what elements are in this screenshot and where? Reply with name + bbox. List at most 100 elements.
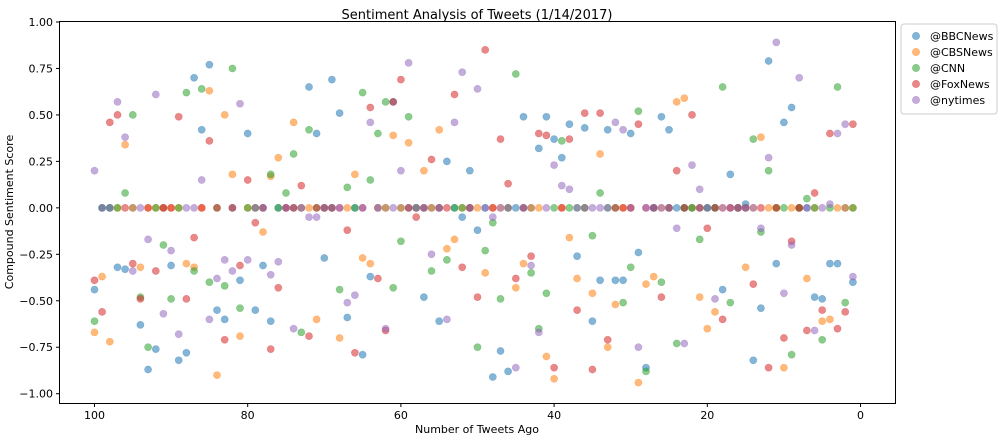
- data-point: [151, 203, 160, 212]
- data-point: [481, 203, 490, 212]
- data-point: [373, 274, 382, 283]
- data-point: [818, 317, 827, 326]
- data-point: [542, 352, 551, 361]
- data-point: [849, 120, 857, 129]
- data-point: [488, 203, 497, 212]
- data-point: [603, 343, 612, 352]
- data-point: [473, 203, 482, 212]
- data-point: [833, 129, 842, 138]
- data-point: [213, 274, 221, 283]
- data-point: [205, 315, 214, 324]
- data-point: [197, 125, 206, 134]
- data-point: [389, 98, 398, 106]
- data-point: [826, 129, 834, 138]
- x-tick-label: 20: [700, 409, 714, 422]
- data-point: [220, 315, 229, 324]
- data-point: [343, 298, 352, 307]
- data-point: [282, 203, 290, 212]
- data-point: [105, 203, 114, 212]
- data-point: [626, 263, 635, 272]
- x-tick-label: 60: [394, 409, 408, 422]
- data-point: [350, 203, 359, 212]
- data-point: [534, 144, 543, 153]
- data-point: [381, 324, 390, 333]
- data-point: [335, 334, 344, 342]
- data-point: [741, 203, 750, 212]
- x-tick-label: 100: [84, 409, 105, 422]
- data-point: [634, 107, 643, 116]
- data-point: [274, 153, 283, 162]
- data-point: [818, 335, 827, 344]
- data-point: [243, 203, 252, 212]
- data-point: [412, 213, 421, 221]
- data-point: [764, 166, 773, 175]
- data-point: [726, 203, 735, 212]
- data-point: [557, 181, 566, 190]
- data-point: [450, 90, 459, 99]
- data-point: [220, 255, 229, 264]
- data-point: [787, 350, 796, 359]
- data-point: [236, 332, 244, 340]
- data-point: [458, 203, 467, 212]
- data-point: [511, 70, 520, 78]
- data-point: [190, 73, 198, 82]
- data-point: [481, 246, 490, 255]
- data-point: [190, 267, 198, 275]
- data-point: [113, 111, 122, 119]
- data-point: [565, 120, 574, 129]
- data-point: [389, 283, 398, 292]
- legend-label: @nytimes: [930, 94, 985, 107]
- data-point: [841, 307, 850, 316]
- data-point: [190, 233, 198, 242]
- data-point: [220, 111, 229, 119]
- data-point: [182, 294, 191, 303]
- data-point: [619, 125, 627, 134]
- data-point: [90, 328, 99, 337]
- data-point: [810, 189, 819, 197]
- legend-label: @FoxNews: [930, 78, 990, 91]
- data-point: [718, 203, 727, 212]
- data-point: [611, 203, 620, 212]
- data-point: [305, 213, 313, 221]
- data-point: [182, 348, 191, 357]
- data-point: [833, 203, 842, 212]
- legend-label: @BBCNews: [930, 30, 994, 43]
- data-point: [757, 224, 765, 233]
- data-point: [373, 203, 382, 212]
- data-point: [481, 46, 490, 54]
- data-point: [358, 88, 367, 97]
- data-point: [136, 294, 145, 303]
- data-point: [320, 254, 329, 262]
- data-point: [841, 298, 850, 307]
- data-point: [573, 252, 581, 261]
- data-point: [396, 75, 405, 84]
- data-point: [366, 103, 375, 112]
- data-point: [427, 267, 436, 275]
- data-point: [297, 328, 306, 337]
- data-point: [665, 125, 673, 134]
- data-point: [159, 203, 168, 212]
- data-point: [596, 203, 604, 212]
- data-point: [634, 343, 643, 352]
- data-point: [780, 289, 788, 298]
- data-point: [619, 298, 627, 307]
- data-point: [312, 315, 321, 324]
- data-point: [672, 203, 681, 212]
- data-point: [442, 255, 451, 264]
- data-point: [588, 317, 597, 326]
- data-point: [580, 203, 589, 212]
- data-point: [780, 118, 788, 127]
- data-point: [611, 300, 620, 309]
- legend-label: @CNN: [930, 62, 965, 75]
- data-point: [680, 339, 689, 348]
- data-point: [511, 274, 520, 283]
- data-point: [749, 356, 758, 365]
- data-point: [596, 150, 604, 158]
- data-point: [565, 203, 574, 212]
- legend-marker: [911, 63, 921, 73]
- data-point: [557, 203, 566, 212]
- data-point: [105, 337, 114, 346]
- data-point: [121, 133, 129, 142]
- data-point: [611, 276, 620, 285]
- data-point: [688, 111, 696, 119]
